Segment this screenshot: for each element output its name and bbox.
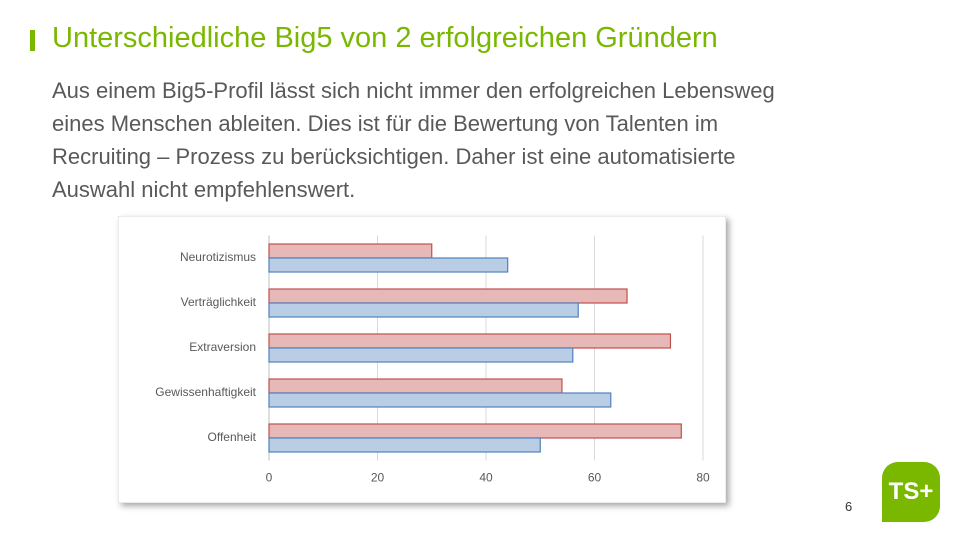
bar — [268, 423, 682, 439]
x-tick-label: 60 — [588, 471, 602, 485]
x-tick-label: 80 — [696, 471, 710, 485]
y-tick-label: Offenheit — [208, 430, 257, 444]
bar — [268, 378, 563, 394]
page-number: 6 — [845, 499, 853, 514]
body-line: Recruiting – Prozess zu berücksichtigen.… — [52, 144, 736, 169]
bar — [268, 257, 509, 273]
bar — [268, 437, 541, 453]
bar — [268, 243, 433, 259]
y-tick-label: Neurotizismus — [180, 250, 256, 264]
title-accent — [30, 30, 35, 51]
logo: TS+ — [882, 462, 940, 522]
y-tick-label: Gewissenhaftigkeit — [155, 385, 256, 399]
bar — [268, 333, 672, 349]
y-tick-label: Extraversion — [189, 340, 256, 354]
bar — [268, 288, 628, 304]
body-line: Aus einem Big5-Profil lässt sich nicht i… — [52, 78, 775, 103]
slide-title: Unterschiedliche Big5 von 2 erfolgreiche… — [52, 22, 718, 54]
body-line: eines Menschen ableiten. Dies ist für di… — [52, 111, 719, 136]
body-line: Auswahl nicht empfehlenswert. — [52, 177, 356, 202]
y-tick-label: Verträglichkeit — [181, 295, 257, 309]
bar — [268, 347, 574, 363]
chart: 0 20 40 60 80 Neurotizismus Verträglichkeit Ext… — [118, 216, 726, 503]
x-tick-label: 0 — [266, 471, 273, 485]
body-text: Aus einem Big5-Profil lässt sich nicht i… — [52, 74, 775, 206]
bar — [268, 392, 612, 408]
bar — [268, 302, 579, 318]
x-tick-label: 20 — [371, 471, 385, 485]
x-tick-label: 40 — [479, 471, 493, 485]
